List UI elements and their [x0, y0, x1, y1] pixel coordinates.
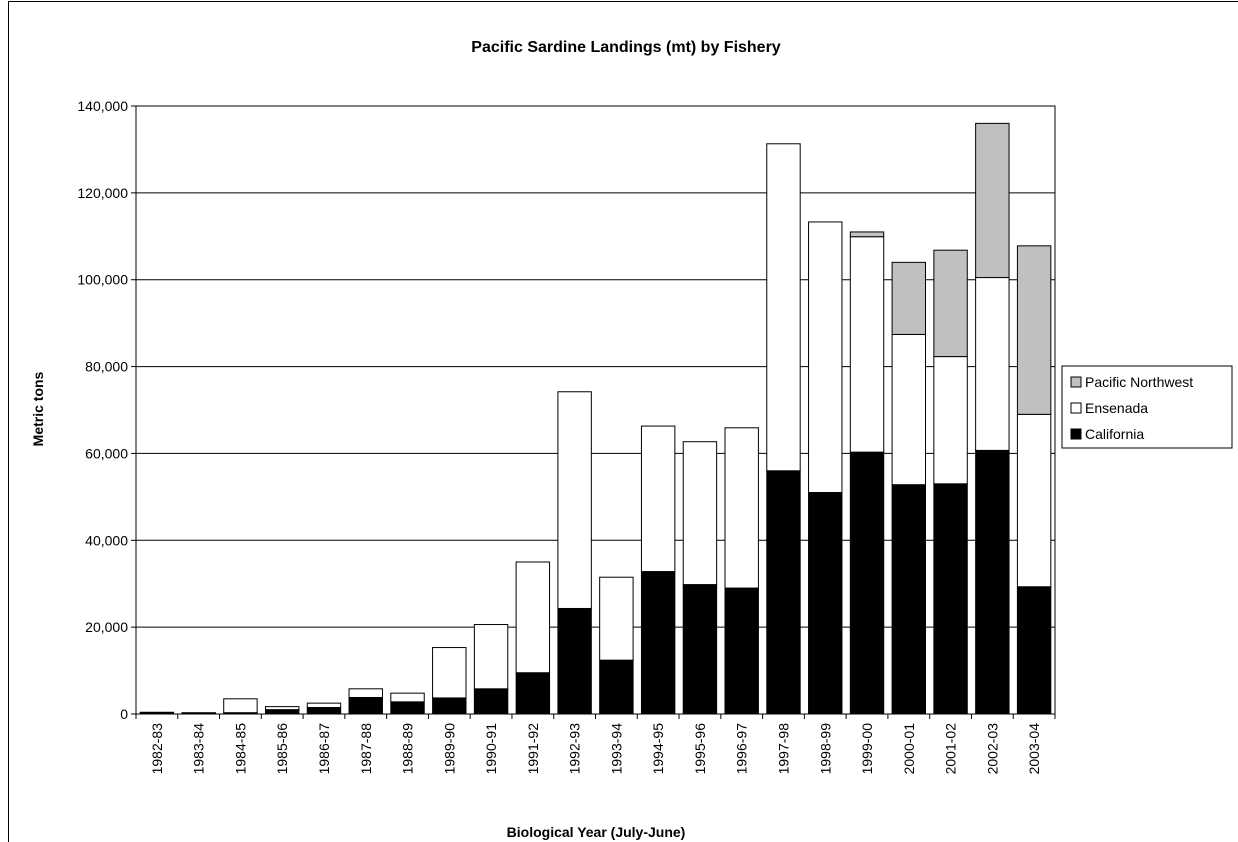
bar-segment	[1016, 413, 1052, 588]
y-tick-label: 80,000	[85, 359, 128, 375]
bar-segment	[808, 492, 843, 715]
bar-segment	[557, 391, 592, 609]
bar-segment	[264, 706, 300, 711]
bar-segment	[515, 672, 551, 715]
x-tick-label: 1994-95	[650, 723, 666, 775]
x-tick-label: 2000-01	[901, 723, 917, 775]
x-tick-label: 1990-91	[483, 723, 499, 775]
x-tick-label: 1988-89	[400, 723, 416, 775]
bar-segment	[264, 709, 300, 715]
bar-segment	[849, 231, 885, 238]
y-tick-label: 120,000	[77, 185, 128, 201]
bar-segment	[724, 587, 759, 715]
bar-segment	[557, 607, 592, 715]
bar-segment	[390, 701, 425, 715]
bar-segment	[432, 647, 467, 699]
x-tick-label: 1984-85	[232, 723, 248, 775]
x-tick-label: 1989-90	[441, 723, 457, 775]
bars	[139, 122, 1052, 715]
x-tick-label: 2001-02	[943, 723, 959, 775]
x-tick-label: 1985-86	[274, 723, 290, 775]
bar-segment	[640, 425, 676, 573]
bar-segment	[933, 483, 968, 715]
bar-segment	[348, 696, 383, 715]
x-tick-label: 1995-96	[692, 723, 708, 775]
bar-segment	[849, 451, 885, 715]
chart-title: Pacific Sardine Landings (mt) by Fishery	[471, 39, 781, 56]
bar-segment	[306, 706, 342, 715]
x-tick-label: 2002-03	[984, 723, 1000, 775]
y-tick-label: 60,000	[85, 445, 128, 461]
bar-segment	[891, 484, 927, 715]
x-tick-label: 1987-88	[358, 723, 374, 775]
bar-segment	[808, 221, 843, 494]
y-tick-label: 40,000	[85, 532, 128, 548]
legend-label: Pacific Northwest	[1085, 374, 1193, 390]
bar-segment	[849, 236, 885, 453]
bar-segment	[724, 427, 759, 589]
bar-segment	[1016, 586, 1052, 715]
bar-segment	[181, 712, 216, 714]
bar-segment	[348, 688, 383, 698]
bar-segment	[766, 143, 801, 472]
x-tick-label: 1996-97	[734, 723, 750, 775]
bar-segment	[891, 333, 927, 486]
bar-segment	[390, 692, 425, 703]
x-tick-label: 1999-00	[859, 723, 875, 775]
bar-segment	[432, 697, 467, 715]
x-tick-label: 1982-83	[149, 723, 165, 775]
bar-segment	[473, 688, 509, 715]
x-tick-label: 1992-93	[567, 723, 583, 775]
x-tick-label: 1983-84	[191, 723, 207, 775]
y-tick-label: 0	[120, 706, 128, 722]
bar-segment	[640, 571, 676, 715]
bar-segment	[515, 561, 551, 674]
bar-segment	[975, 277, 1010, 451]
x-tick-label: 1997-98	[775, 723, 791, 775]
x-tick-label: 1993-94	[608, 723, 624, 775]
bar-segment	[891, 261, 927, 335]
x-axis: 1982-83 1983-84 1984-85 1985-86 1986-87 1987-…	[135, 714, 1056, 775]
bar-segment	[473, 624, 509, 690]
y-axis: 0 20,000 40,000 60,000 80,000 100,000 120,000 1…	[77, 98, 136, 722]
y-tick-label: 140,000	[77, 98, 128, 114]
bar-segment	[599, 576, 634, 661]
bar-segment	[599, 659, 634, 715]
bar-segment	[975, 449, 1010, 715]
legend-swatch	[1070, 376, 1082, 388]
chart-frame	[8, 1, 1238, 842]
bar-segment	[766, 470, 801, 715]
x-tick-label: 1998-99	[817, 723, 833, 775]
y-tick-label: 20,000	[85, 619, 128, 635]
x-tick-label: 1991-92	[525, 723, 541, 775]
bar-segment	[933, 249, 968, 358]
legend: Pacific Northwest Ensenada California	[1061, 365, 1233, 449]
legend-swatch	[1070, 428, 1082, 440]
bar-segment	[1016, 245, 1052, 415]
bar-segment	[306, 702, 342, 708]
x-tick-label: 1986-87	[316, 723, 332, 775]
bar-segment	[682, 441, 718, 586]
x-axis-title: Biological Year (July-June)	[507, 824, 686, 840]
legend-box	[1061, 365, 1233, 449]
x-tick-label: 2003-04	[1026, 723, 1042, 775]
y-axis-title: Metric tons	[30, 371, 46, 446]
bar-segment	[975, 122, 1010, 279]
bar-segment	[223, 698, 258, 714]
bar-segment	[933, 356, 968, 485]
y-tick-label: 100,000	[77, 272, 128, 288]
bar-segment	[682, 584, 718, 715]
legend-label: California	[1085, 426, 1144, 442]
legend-swatch	[1070, 402, 1082, 414]
legend-label: Ensenada	[1085, 400, 1148, 416]
